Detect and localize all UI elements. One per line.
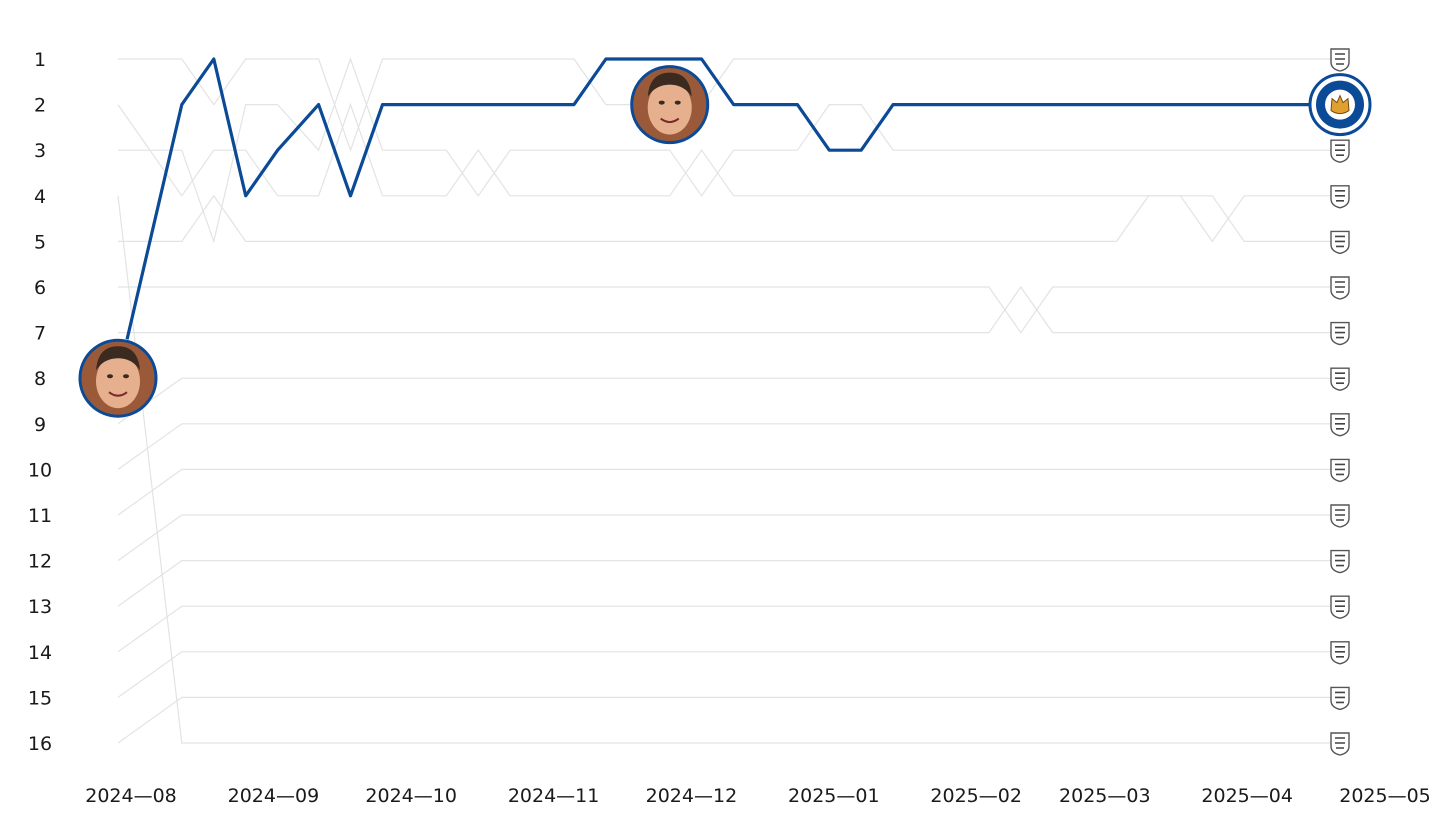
y-tick-label: 8 <box>34 368 46 390</box>
series-line <box>117 696 1340 744</box>
manager-photo-mid-icon <box>629 64 710 145</box>
liverpool-crest-icon <box>1330 686 1350 711</box>
x-tick-label: 2024—11 <box>508 785 600 807</box>
series-line <box>117 560 1340 607</box>
y-tick-label: 14 <box>28 642 52 664</box>
series-line <box>117 423 1340 470</box>
y-tick-label: 1 <box>34 49 46 71</box>
series-line <box>118 286 1340 334</box>
nottingham-forest-crest-icon <box>1330 48 1350 72</box>
series-line <box>117 195 1340 744</box>
series-line <box>117 102 1340 243</box>
y-tick-label: 10 <box>28 459 52 481</box>
manager-photo-start-icon <box>78 338 158 419</box>
y-tick-label: 4 <box>34 186 46 208</box>
leicester-city-crest-icon <box>1308 73 1372 137</box>
series-line <box>118 194 1340 242</box>
chelsea-crest-icon <box>1330 230 1350 255</box>
x-tick-label: 2024—10 <box>365 785 457 807</box>
series-line <box>117 605 1340 653</box>
highlight-series <box>116 57 1342 380</box>
series-line <box>118 57 1340 244</box>
bournemouth-crest-icon <box>1330 185 1350 209</box>
x-tick-label: 2025—01 <box>788 785 880 807</box>
y-tick-label: 3 <box>34 140 46 162</box>
y-tick-label: 12 <box>28 551 52 573</box>
y-tick-label: 13 <box>28 596 52 618</box>
x-tick-label: 2024—08 <box>85 785 177 807</box>
fulham-crest-icon <box>1330 276 1350 300</box>
background-series <box>117 57 1340 744</box>
highlight-series-line <box>116 57 1342 380</box>
series-line <box>117 651 1340 698</box>
y-tick-label: 11 <box>28 505 52 527</box>
x-tick-label: 2025—04 <box>1201 785 1293 807</box>
manchester-city-crest-icon <box>1330 549 1350 574</box>
series-line <box>117 514 1340 562</box>
y-tick-label: 5 <box>34 231 46 253</box>
series-line <box>118 58 1340 153</box>
manchester-united-crest-icon <box>1330 732 1350 756</box>
team-crest-column <box>1308 48 1372 756</box>
crystal-palace-crest-icon <box>1330 595 1350 619</box>
series-line <box>118 285 1340 334</box>
y-tick-label: 7 <box>34 323 46 345</box>
series-line <box>117 377 1340 425</box>
x-tick-label: 2024—12 <box>646 785 738 807</box>
everton-crest-icon <box>1330 321 1350 346</box>
y-tick-label: 6 <box>34 277 46 299</box>
photo-markers <box>78 64 710 419</box>
newcastle-crest-icon <box>1330 139 1350 163</box>
southampton-crest-icon <box>1330 458 1350 483</box>
x-tick-label: 2024—09 <box>228 785 320 807</box>
y-tick-label: 15 <box>28 687 52 709</box>
x-tick-label: 2025—02 <box>930 785 1022 807</box>
arsenal-crest-icon <box>1330 504 1350 528</box>
brighton-crest-icon <box>1330 367 1350 391</box>
x-tick-label: 2025—03 <box>1059 785 1151 807</box>
west-ham-crest-icon <box>1330 641 1350 665</box>
y-tick-label: 9 <box>34 414 46 436</box>
wolves-crest-icon <box>1330 413 1350 437</box>
series-line <box>117 468 1340 516</box>
y-tick-label: 16 <box>28 733 52 755</box>
x-axis-ticks: 2024—08 2024—09 2024—10 2024—11 2024—12 2025—… <box>85 785 1431 807</box>
y-tick-label: 2 <box>34 95 46 117</box>
x-tick-label: 2025—05 <box>1339 785 1431 807</box>
